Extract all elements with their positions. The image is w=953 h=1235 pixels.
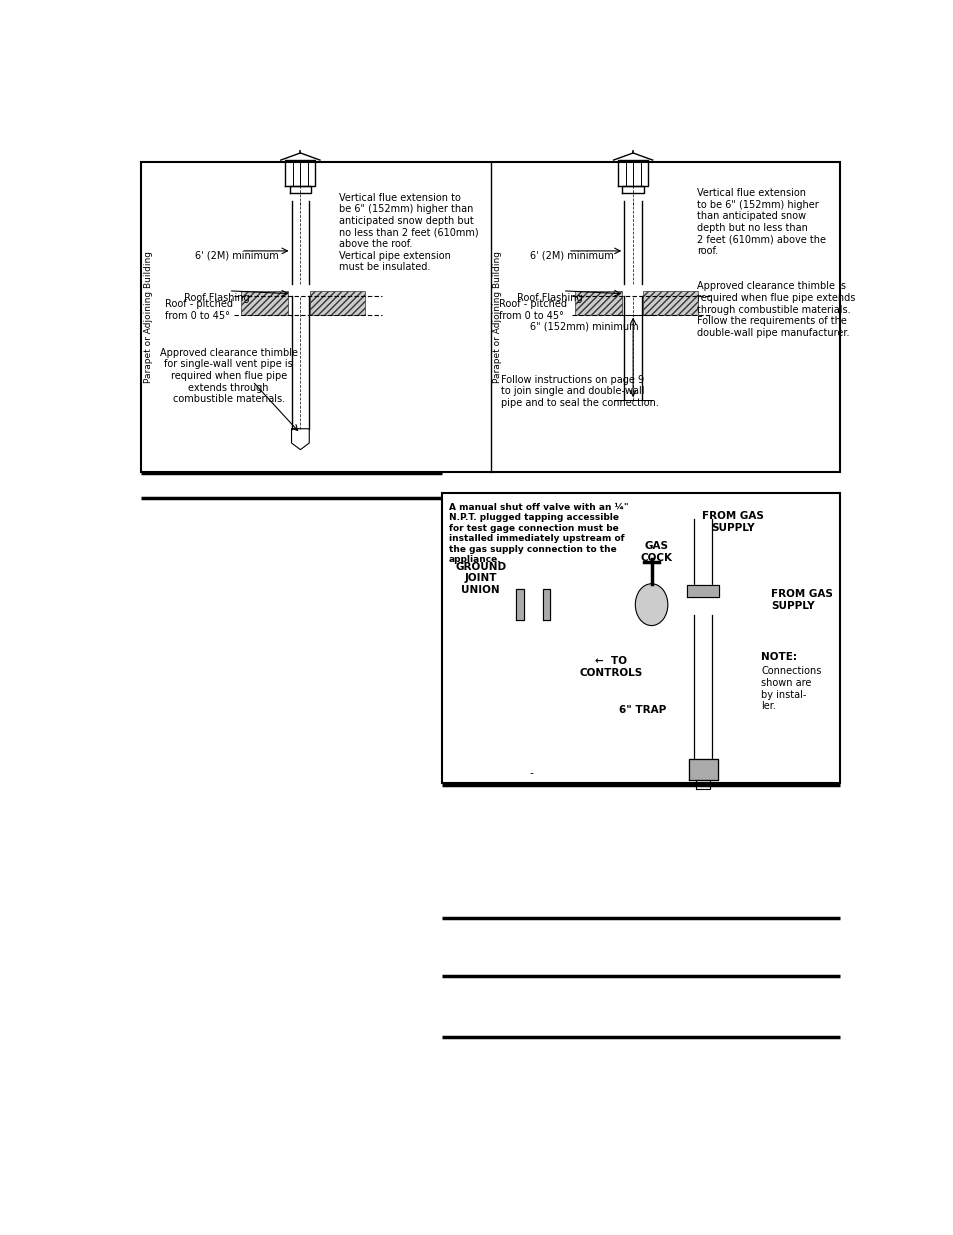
Text: 6' (2M) minimum: 6' (2M) minimum	[195, 251, 279, 261]
Text: Roof Flashing: Roof Flashing	[184, 293, 250, 303]
Text: Roof Flashing: Roof Flashing	[517, 293, 582, 303]
Text: Approved clearance thimble
for single-wall vent pipe is
required when flue pipe
: Approved clearance thimble for single-wa…	[159, 348, 297, 404]
Text: -: -	[529, 768, 533, 778]
Circle shape	[635, 584, 667, 626]
Text: Approved clearance thimble is
required when flue pipe extends
through combustibl: Approved clearance thimble is required w…	[697, 282, 855, 337]
Text: GROUND
JOINT
UNION: GROUND JOINT UNION	[455, 562, 506, 595]
Polygon shape	[310, 291, 365, 315]
Text: GAS
COCK: GAS COCK	[640, 541, 672, 562]
Polygon shape	[241, 291, 288, 315]
Text: Roof - pitched
from 0 to 45°: Roof - pitched from 0 to 45°	[165, 299, 233, 321]
Text: Connections
shown are
by instal-
ler.: Connections shown are by instal- ler.	[760, 667, 821, 711]
Polygon shape	[642, 291, 698, 315]
Text: FROM GAS
SUPPLY: FROM GAS SUPPLY	[771, 589, 832, 611]
Text: Vertical flue extension to
be 6" (152mm) higher than
anticipated snow depth but
: Vertical flue extension to be 6" (152mm)…	[338, 193, 478, 273]
Text: 6' (2M) minimum: 6' (2M) minimum	[529, 251, 613, 261]
Text: NOTE:: NOTE:	[760, 652, 796, 662]
Text: Vertical flue extension
to be 6" (152mm) higher
than anticipated snow
depth but : Vertical flue extension to be 6" (152mm)…	[697, 188, 825, 256]
Text: A manual shut off valve with an ¼"
N.P.T. plugged tapping accessible
for test ga: A manual shut off valve with an ¼" N.P.T…	[449, 503, 628, 564]
Text: Roof - pitched
from 0 to 45°: Roof - pitched from 0 to 45°	[498, 299, 566, 321]
Text: 6" (152mm) minimum: 6" (152mm) minimum	[529, 321, 638, 331]
Text: Parapet or Adjoining Building: Parapet or Adjoining Building	[144, 251, 153, 383]
Polygon shape	[575, 291, 621, 315]
Bar	[141, 163, 840, 472]
Bar	[442, 494, 840, 783]
Text: FROM GAS
SUPPLY: FROM GAS SUPPLY	[701, 511, 763, 534]
Text: Follow instructions on page 9
to join single and double-wall
pipe and to seal th: Follow instructions on page 9 to join si…	[500, 374, 658, 408]
Text: Parapet or Adjoining Building: Parapet or Adjoining Building	[493, 251, 502, 383]
Text: 6" TRAP: 6" TRAP	[618, 704, 665, 715]
Text: ←  TO
CONTROLS: ← TO CONTROLS	[578, 656, 642, 678]
